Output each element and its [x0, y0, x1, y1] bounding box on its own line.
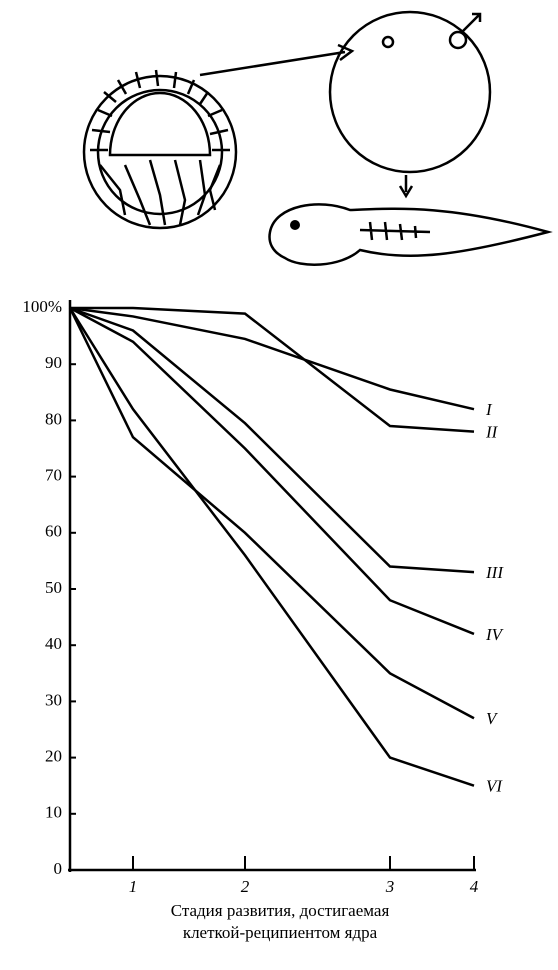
line	[68, 307, 475, 720]
series-label: V	[486, 709, 499, 728]
y-tick-label: 0	[54, 859, 63, 878]
x-axis-label: клеткой-реципиентом ядра	[183, 923, 378, 942]
y-tick-label: 50	[45, 578, 62, 597]
line	[70, 306, 475, 433]
y-tick-label: 30	[45, 690, 62, 709]
y-tick-label: 40	[45, 634, 62, 653]
y-tick-label: 70	[45, 466, 62, 485]
series-label: IV	[485, 625, 505, 644]
line	[69, 306, 475, 411]
series-label: III	[485, 563, 504, 582]
y-tick-label: 100%	[22, 297, 62, 316]
series-label: I	[485, 400, 493, 419]
x-tick-label: 2	[241, 877, 250, 896]
x-tick-label: 1	[129, 877, 138, 896]
y-tick-label: 10	[45, 803, 62, 822]
x-tick-label: 4	[470, 877, 479, 896]
series-label: VI	[486, 777, 503, 796]
y-tick-label: 90	[45, 353, 62, 372]
x-axis-label: Стадия развития, достигаемая	[171, 901, 390, 920]
line	[69, 306, 475, 636]
illustration	[82, 10, 553, 266]
y-tick-label: 80	[45, 409, 62, 428]
line	[68, 307, 475, 787]
line	[69, 306, 475, 574]
series-label: II	[485, 423, 499, 442]
y-tick-label: 20	[45, 747, 62, 766]
x-tick-label: 3	[385, 877, 395, 896]
y-tick-label: 60	[45, 522, 62, 541]
